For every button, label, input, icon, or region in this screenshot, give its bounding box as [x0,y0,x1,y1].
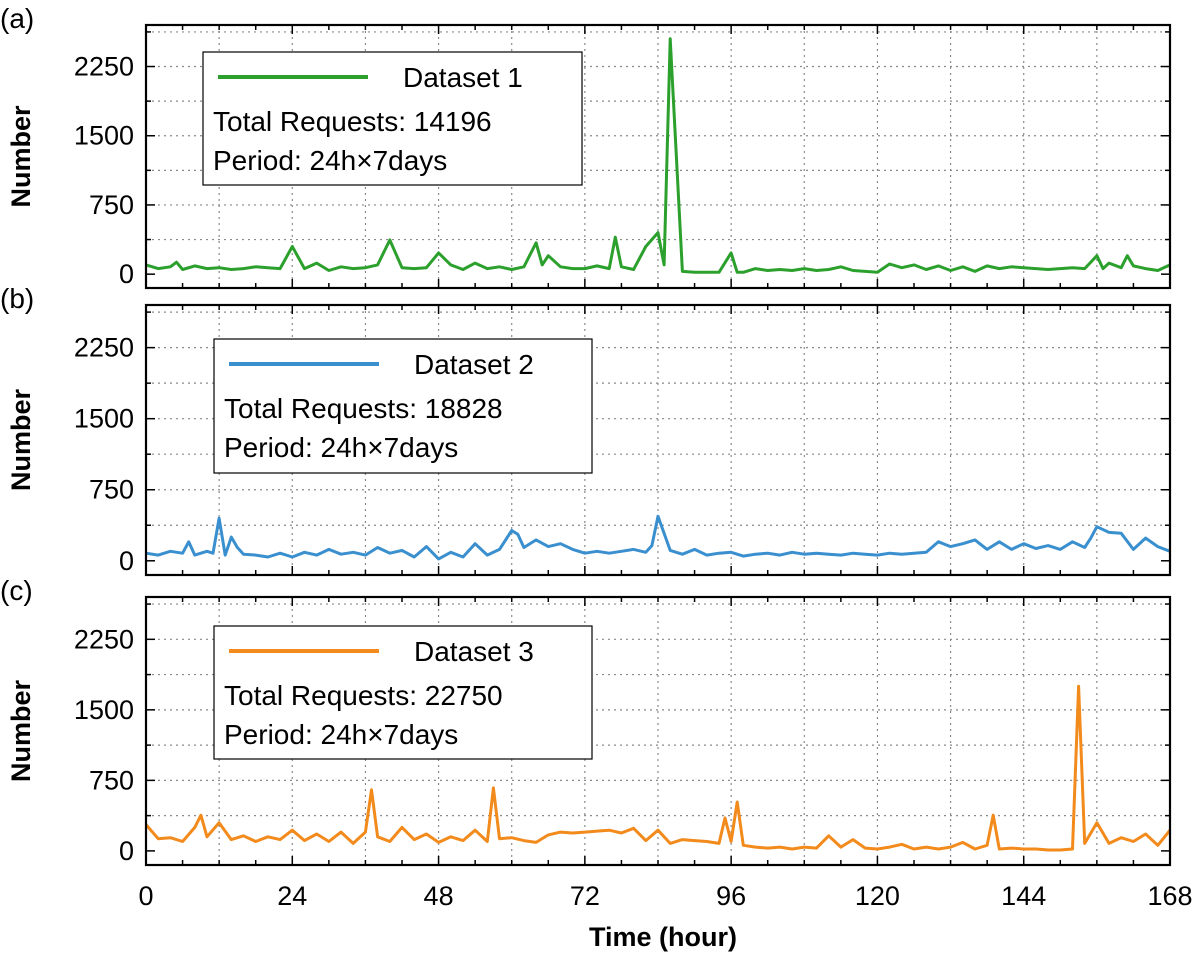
y-tick-label: 1500 [74,121,134,151]
y-axis-title: Number [6,680,36,783]
y-tick-label: 1500 [74,695,134,725]
legend-total-requests: Total Requests: 18828 [224,393,503,424]
series-line-dataset-2 [145,514,1171,561]
x-tick-label: 96 [716,881,746,911]
y-tick-label: 2250 [74,624,134,654]
legend: Dataset 2 Total Requests: 18828 Period: 24… [213,338,593,474]
y-tick-label: 0 [119,836,134,866]
plot-frame [144,303,1172,577]
panel-1: 0 750 1500 2250 (a) Number Dataset 1 Total Requ… [0,3,1172,290]
legend-series-name: Dataset 3 [414,636,534,667]
panel-label: (c) [0,575,33,606]
y-axis-title: Number [6,105,36,208]
legend: Dataset 3 Total Requests: 22750 Period: 24… [213,625,593,760]
panel-3: 0 750 1500 2250 (c) Number Dataset 3 Total Requ… [0,575,1172,867]
x-tick-label: 48 [424,881,454,911]
plot-frame [144,23,1172,290]
legend-box [202,51,583,186]
y-tick-label: 2250 [74,52,134,82]
legend-total-requests: Total Requests: 14196 [213,106,492,137]
x-tick-label: 24 [277,881,307,911]
plot-frame [144,595,1172,867]
x-tick-label: 72 [570,881,600,911]
x-axis-title: Time (hour) [589,922,737,952]
panel-label: (b) [0,283,34,314]
y-tick-label: 0 [119,259,134,289]
legend-box [213,338,593,474]
legend-series-name: Dataset 1 [403,62,523,93]
legend-period: Period: 24h×7days [224,432,458,463]
y-tick-label: 750 [89,475,134,505]
y-tick-label: 750 [89,190,134,220]
x-tick-label: 144 [1001,881,1046,911]
series-line-dataset-3 [144,684,1172,852]
legend-period: Period: 24h×7days [224,719,458,750]
y-tick-label: 750 [89,765,134,795]
legend-total-requests: Total Requests: 22750 [224,680,503,711]
series-line-dataset-1 [145,37,1171,274]
y-tick-label: 0 [119,546,134,576]
legend: Dataset 1 Total Requests: 14196 Period: 24… [202,51,583,186]
legend-series-name: Dataset 2 [414,349,534,380]
legend-period: Period: 24h×7days [213,145,447,176]
x-tick-label: 168 [1147,881,1192,911]
y-tick-label: 1500 [74,404,134,434]
x-tick-label: 0 [138,881,153,911]
legend-box [213,625,593,760]
panel-label: (a) [0,3,34,34]
y-axis-title: Number [6,389,36,492]
y-tick-label: 2250 [74,333,134,363]
x-tick-label: 120 [855,881,900,911]
panel-2: 0 750 1500 2250 (b) Number Dataset 2 Total Requ… [0,283,1172,577]
